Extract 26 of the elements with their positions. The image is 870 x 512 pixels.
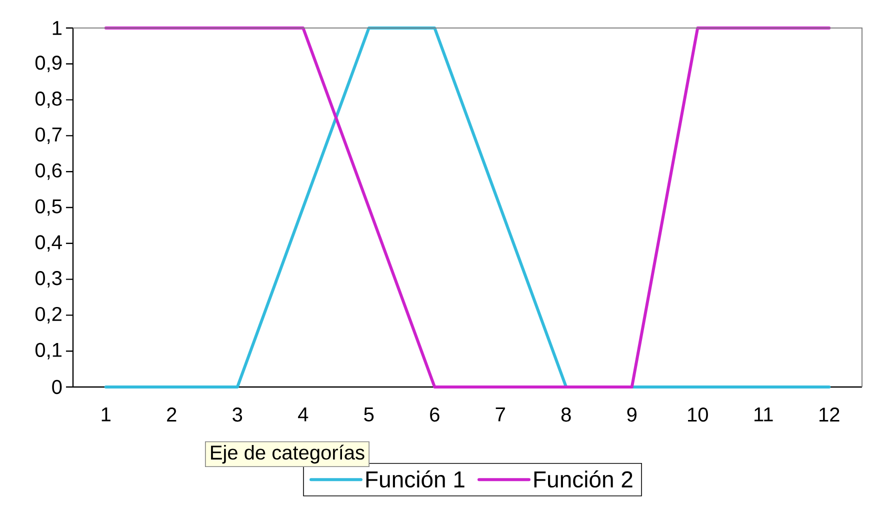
- x-tick-label: 3: [232, 408, 242, 422]
- x-tick-label: 9: [627, 408, 636, 422]
- legend-label: Función 1: [366, 470, 464, 488]
- y-tick-label: 0,2: [35, 306, 62, 324]
- x-tick-label: 10: [688, 408, 708, 422]
- y-tick-label: 0,7: [35, 127, 62, 144]
- y-tick-label: 0,6: [35, 163, 62, 180]
- y-tick-label: 0,5: [35, 199, 62, 216]
- x-tick-label: 8: [561, 408, 571, 422]
- x-tick-label: 5: [364, 408, 374, 422]
- x-tick-label: 11: [754, 408, 773, 422]
- x-tick-label: 1: [102, 408, 110, 422]
- x-tick-label: 4: [298, 408, 308, 422]
- x-tick-label: 6: [430, 408, 440, 422]
- legend-label: Función 2: [534, 470, 632, 488]
- y-tick-label: 0,8: [35, 92, 62, 108]
- y-tick-label: 0,9: [35, 56, 62, 72]
- y-tick-label: 0: [52, 380, 62, 394]
- y-tick-label: 1: [52, 21, 62, 35]
- y-tick-label: 0,1: [35, 342, 62, 360]
- text: Eje de categorías: [211, 444, 364, 464]
- x-tick-label: 12: [820, 408, 840, 422]
- x-tick-label: 2: [167, 408, 176, 422]
- y-tick-label: 0,3: [35, 271, 62, 288]
- y-tick-label: 0,4: [35, 235, 62, 252]
- x-tick-label: 7: [496, 408, 505, 422]
